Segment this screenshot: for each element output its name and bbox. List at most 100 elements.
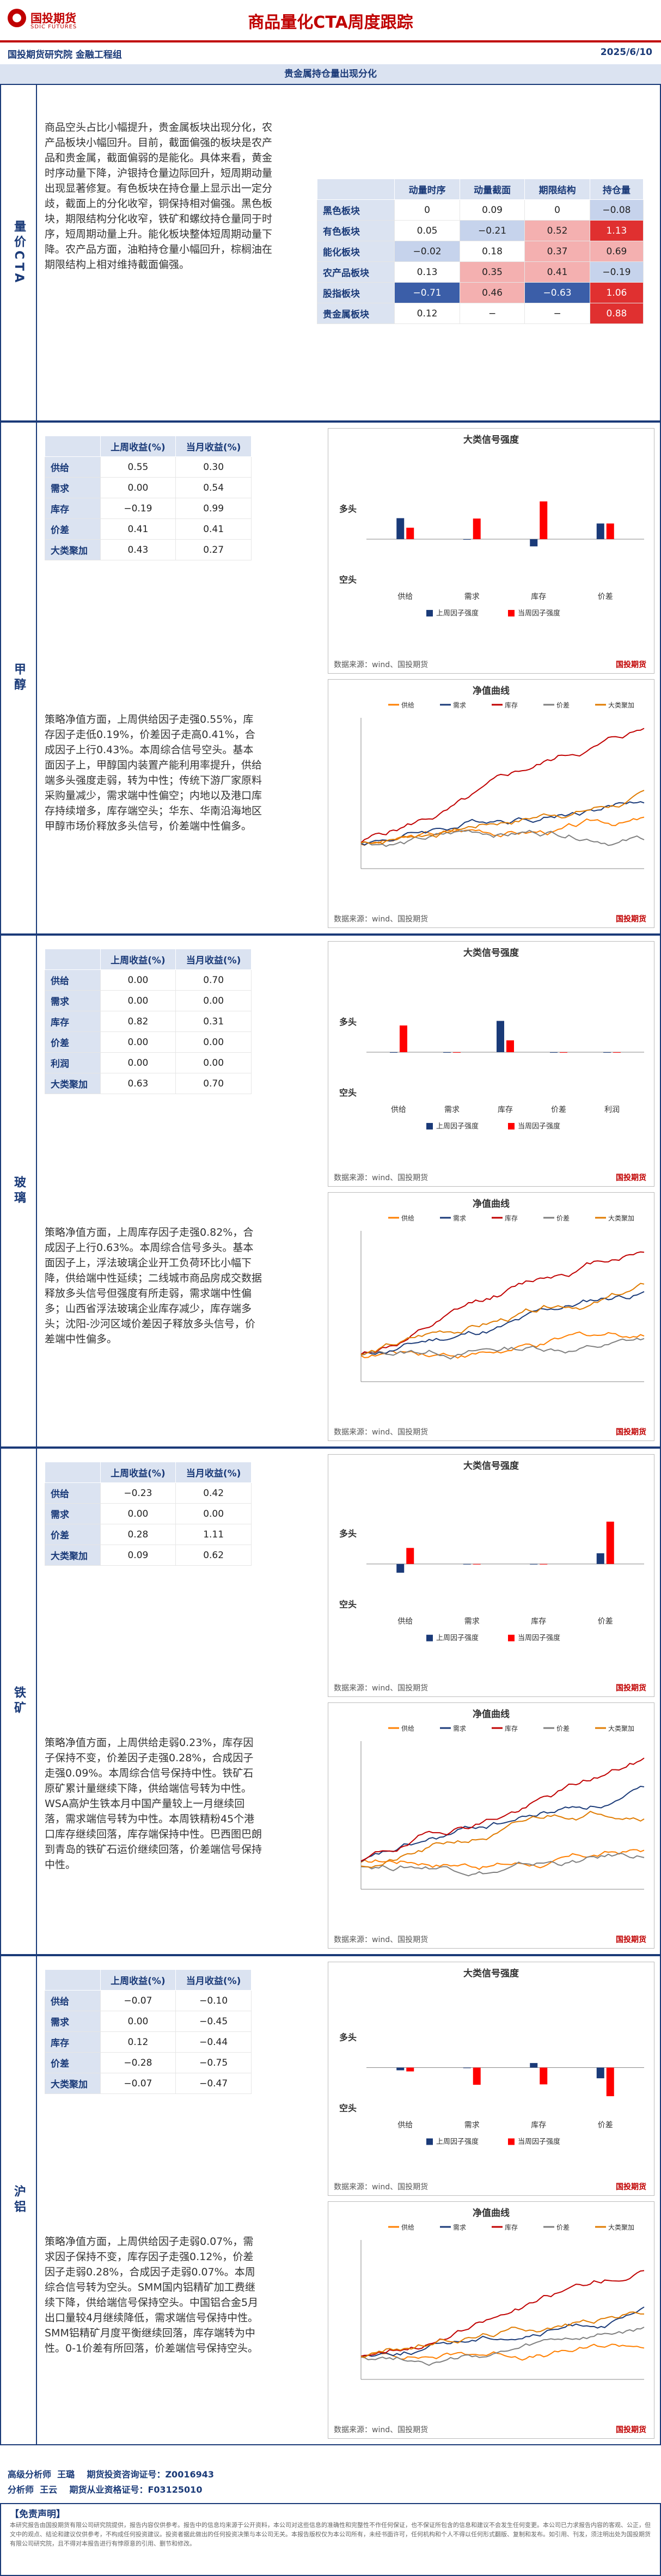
nav-line-chart: 净值曲线 数据来源：wind、国投期货 国投期货 供给 需求 库存 价差 大类聚加	[328, 2201, 654, 2439]
legend-label: 库存	[505, 701, 518, 709]
legend-label: 价差	[556, 2224, 570, 2231]
nav-series	[360, 2327, 645, 2366]
legend-label: 价差	[556, 1214, 570, 1222]
legend-label: 供给	[401, 1214, 414, 1222]
signal-bar-chart: 大类信号强度 数据来源：wind、国投期货 国投期货 多头 空头 供给 需求 库存 价差 上周因子…	[328, 428, 654, 674]
nav-series	[360, 2306, 645, 2358]
legend-label: 需求	[453, 2224, 466, 2231]
table-cell: −0.08	[589, 199, 644, 221]
table-row: 供给 0.55 0.30	[45, 456, 252, 478]
legend-last: 上周因子强度	[436, 1634, 479, 1643]
table-row: 利润 0.00 0.00	[45, 1052, 252, 1073]
table-row: 价差 0.41 0.41	[45, 518, 252, 540]
table-cell: 0.52	[524, 220, 590, 241]
legend-label: 库存	[505, 1724, 518, 1732]
legend-label: 供给	[401, 701, 414, 709]
bar	[540, 501, 548, 539]
bar	[396, 518, 405, 539]
table-row: 库存 0.82 0.31	[45, 1011, 252, 1032]
legend-last: 上周因子强度	[436, 1122, 479, 1131]
legend-label: 大类聚加	[608, 2224, 634, 2231]
category-label: 需求	[444, 1106, 460, 1114]
nav-series	[360, 1786, 645, 1863]
section-text: 策略净值方面，上周供给因子走强0.55%，库存因子走低0.19%，价差因子走高0…	[45, 713, 262, 832]
section-text: 策略净值方面，上周库存因子走强0.82%，合成因子上行0.63%。本周综合信号多…	[45, 1226, 262, 1345]
legend-label: 价差	[556, 1725, 570, 1732]
table-row: 农产品板块 0.13 0.35 0.41 −0.19	[316, 261, 644, 283]
bar	[613, 1052, 621, 1053]
table-cell: 0	[394, 199, 460, 221]
category-label: 库存	[531, 1617, 546, 1626]
legend-label: 需求	[453, 701, 466, 709]
legend-swatch	[426, 2138, 433, 2145]
section-3: 沪铝 上周收益(%) 当月收益(%) 供给 −0.07 −0.10 需求 0.00 −0.45 库…	[0, 1955, 661, 2445]
table-cell: 0.12	[394, 303, 460, 324]
legend-label: 供给	[401, 1725, 414, 1732]
bar	[453, 1052, 461, 1053]
table-cell: −0.63	[524, 282, 590, 303]
bar	[530, 2063, 538, 2068]
bar	[473, 518, 481, 539]
factor-table: 上周收益(%) 当月收益(%) 供给 −0.23 0.42 需求 0.00 0.00 价差 0.2…	[45, 1462, 252, 1566]
table-row: 需求 0.00 0.00	[45, 1503, 252, 1524]
nav-series	[360, 2311, 645, 2358]
bar	[406, 527, 414, 539]
legend-swatch	[508, 1634, 515, 1641]
legend-label: 需求	[453, 1725, 466, 1732]
table-cell: 0.09	[459, 199, 525, 221]
legend-label: 需求	[453, 1214, 466, 1222]
signal-bar-chart: 大类信号强度 数据来源：wind、国投期货 国投期货 多头 空头 供给 需求 库存 价差 利润 上周…	[328, 941, 654, 1187]
signal-bar-chart: 大类信号强度 数据来源：wind、国投期货 国投期货 多头 空头 供给 需求 库存 价差 上周因子…	[328, 1962, 654, 2196]
short-label: 空头	[339, 575, 357, 585]
short-label: 空头	[339, 2103, 357, 2114]
category-label: 价差	[598, 593, 613, 601]
brand-cn: 国投期货	[30, 12, 76, 25]
table-cell: −	[459, 303, 525, 324]
category-label: 需求	[464, 593, 480, 601]
table-row: 大类聚加 0.43 0.27	[45, 539, 252, 560]
overview-header: 期限结构	[524, 179, 590, 200]
legend-label: 库存	[505, 2223, 518, 2231]
legend-swatch	[508, 1122, 515, 1130]
nav-line-chart: 净值曲线 数据来源：wind、国投期货 国投期货 供给 需求 库存 价差 大类聚加	[328, 679, 654, 928]
bar	[606, 2067, 614, 2096]
table-cell: −0.19	[589, 261, 644, 283]
nav-series	[360, 1338, 645, 1360]
legend-label: 大类聚加	[608, 1214, 634, 1222]
section-text: 策略净值方面，上周供给因子走弱0.07%，需求因子保持不变，库存因子走强0.12…	[45, 2236, 259, 2354]
bar	[443, 1052, 451, 1053]
table-row: 价差 0.28 1.11	[45, 1524, 252, 1545]
legend-label: 库存	[505, 1214, 518, 1222]
nav-line-chart: 净值曲线 数据来源：wind、国投期货 国投期货 供给 需求 库存 价差 大类聚加	[328, 1702, 654, 1949]
legend-cur: 当周因子强度	[518, 1634, 560, 1643]
table-row: 大类聚加 0.09 0.62	[45, 1545, 252, 1566]
bar	[506, 1040, 514, 1052]
factor-table: 上周收益(%) 当月收益(%) 供给 0.55 0.30 需求 0.00 0.54 库存 −0.1…	[45, 436, 252, 560]
bar	[473, 1564, 481, 1565]
nav-series	[360, 829, 645, 847]
table-cell: 1.06	[589, 282, 644, 303]
analyst-row-2: 分析师 王云 期货从业资格证号：F03125010	[8, 2485, 203, 2495]
table-cell: −	[524, 303, 590, 324]
long-label: 多头	[339, 1529, 357, 1539]
bar	[497, 1021, 504, 1052]
short-label: 空头	[339, 1088, 357, 1098]
brand-en: SDIC FUTURES	[30, 24, 77, 30]
overview-text: 商品空头占比小幅提升，贵金属板块出现分化，农产品板块小幅回升。目前，截面偏强的板…	[45, 121, 273, 271]
nav-series	[360, 1291, 645, 1356]
table-cell: 0.35	[459, 261, 525, 283]
table-row: 库存 0.12 −0.44	[45, 2031, 252, 2053]
nav-series	[360, 2270, 645, 2357]
legend-swatch	[426, 1122, 433, 1130]
bar	[596, 1553, 604, 1564]
section-label: 玻璃	[1, 936, 37, 1446]
table-row: 供给 −0.07 −0.10	[45, 1990, 252, 2011]
bar	[530, 539, 538, 547]
bar	[406, 1548, 414, 1564]
category-label: 供给	[397, 1617, 413, 1626]
table-row: 能化板块 −0.02 0.18 0.37 0.69	[316, 241, 644, 262]
nav-line-chart: 净值曲线 数据来源：wind、国投期货 国投期货 供给 需求 库存 价差 大类聚加	[328, 1192, 654, 1441]
bar	[473, 2067, 481, 2085]
overview-header: 动量时序	[394, 179, 460, 200]
